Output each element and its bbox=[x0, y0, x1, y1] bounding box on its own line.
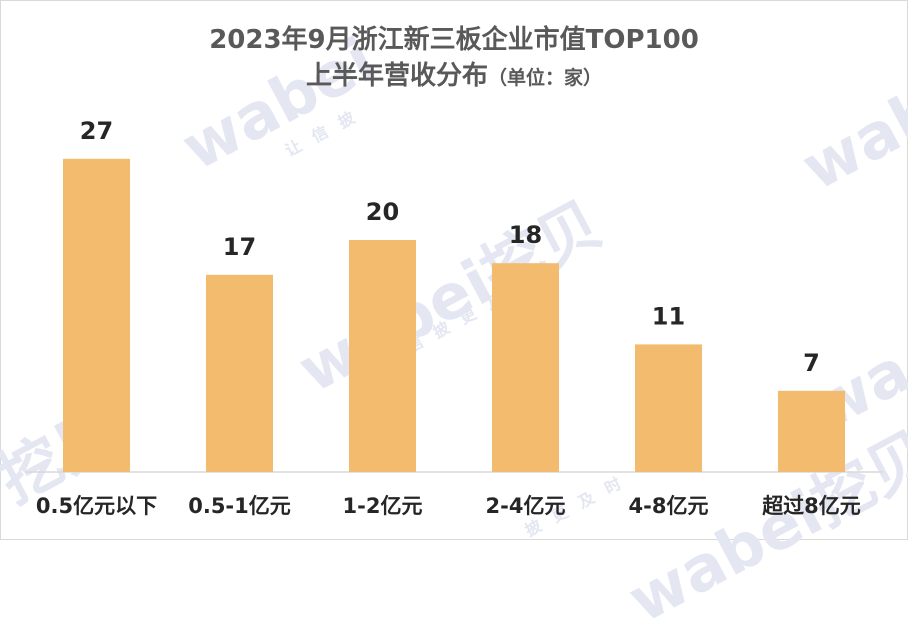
data-label: 11 bbox=[652, 302, 685, 330]
chart-title-line1: 2023年9月浙江新三板企业市值TOP100 bbox=[209, 25, 699, 55]
chart-title-line2: 上半年营收分布（单位：家） bbox=[0, 58, 908, 96]
x-tick-label: 超过8亿元 bbox=[762, 494, 861, 518]
bar bbox=[63, 158, 130, 473]
x-tick-label: 0.5亿元以下 bbox=[36, 494, 157, 518]
data-label: 20 bbox=[366, 198, 399, 226]
chart-title-main: 上半年营收分布 bbox=[305, 61, 488, 91]
x-tick-label: 1-2亿元 bbox=[343, 494, 423, 518]
data-label: 18 bbox=[509, 221, 542, 249]
data-label: 17 bbox=[223, 233, 256, 261]
bar-chart: 27 0.5亿元以下 17 0.5-1亿元 20 1-2亿元 18 2-4亿元 11 4-8亿元 7… bbox=[25, 117, 883, 518]
data-label: 27 bbox=[80, 117, 113, 145]
bar bbox=[349, 240, 416, 472]
bar bbox=[635, 344, 702, 472]
bar bbox=[206, 274, 273, 472]
bar bbox=[492, 263, 559, 472]
bar bbox=[778, 390, 845, 472]
x-tick-label: 4-8亿元 bbox=[629, 494, 709, 518]
chart-title: 2023年9月浙江新三板企业市值TOP100 上半年营收分布（单位：家） bbox=[0, 22, 908, 96]
data-label: 7 bbox=[803, 349, 820, 377]
chart-title-unit: （单位：家） bbox=[488, 67, 603, 89]
x-tick-label: 0.5-1亿元 bbox=[188, 494, 291, 518]
x-tick-label: 2-4亿元 bbox=[486, 494, 566, 518]
chart-frame bbox=[0, 0, 908, 540]
